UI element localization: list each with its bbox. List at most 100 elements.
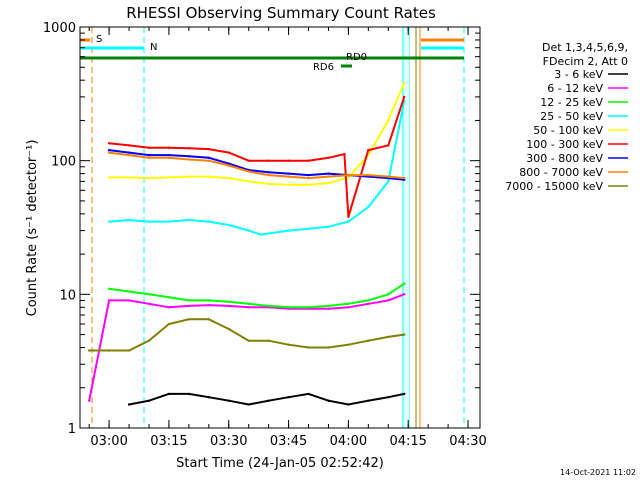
data-point (387, 144, 390, 147)
observing-bands: S N RD0 RD6 (80, 27, 465, 428)
data-point (227, 304, 230, 308)
data-point (227, 300, 230, 303)
data-point (207, 156, 210, 159)
x-tick-label: 04:30 (449, 434, 486, 449)
data-point (287, 306, 290, 309)
data-point (367, 173, 370, 177)
annotation-s: S (96, 34, 102, 45)
legend-entry-label: 3 - 6 keV (554, 68, 603, 81)
data-point (207, 299, 210, 302)
data-point (147, 293, 151, 296)
x-axis: 03:00 03:15 03:30 03:45 04:00 04:15 04:30 (88, 27, 487, 449)
data-point (387, 175, 390, 178)
data-point (167, 146, 171, 149)
data-point (247, 306, 250, 309)
data-point (127, 218, 131, 222)
data-point (227, 151, 230, 154)
data-point (287, 175, 290, 178)
data-point (347, 176, 350, 179)
data-point (367, 148, 370, 152)
annotation-n: N (150, 42, 157, 53)
data-point (347, 220, 350, 223)
data-point (267, 399, 270, 402)
data-point (267, 339, 270, 342)
legend: Det 1,3,4,5,6,9,FDecim 2, Att 03 - 6 keV… (505, 41, 628, 193)
data-point (267, 171, 270, 174)
data-point (307, 173, 310, 177)
data-point (187, 175, 191, 178)
data-point (387, 335, 390, 339)
annotation-rd6: RD6 (313, 62, 334, 73)
data-point (403, 95, 406, 99)
data-point (287, 183, 290, 186)
x-axis-label: Start Time (24-Jan-05 02:52:42) (176, 456, 384, 471)
data-point (307, 392, 310, 396)
data-point (147, 302, 151, 305)
y-tick-label: 100 (51, 155, 76, 170)
data-point (88, 399, 91, 402)
data-point (327, 346, 330, 349)
data-point (347, 343, 350, 346)
legend-header-line: Det 1,3,4,5,6,9, (542, 41, 628, 54)
data-point (387, 180, 390, 183)
data-point (107, 299, 111, 302)
data-point (403, 293, 406, 296)
data-point (167, 322, 171, 326)
data-point (247, 403, 250, 406)
data-point (307, 159, 310, 162)
data-point (247, 170, 250, 173)
data-point (167, 176, 171, 179)
data-point (327, 304, 330, 308)
data-point (207, 159, 210, 162)
data-point (387, 293, 390, 296)
legend-entry-label: 800 - 7000 keV (519, 166, 603, 179)
x-tick-label: 03:30 (210, 434, 247, 449)
x-tick-label: 04:00 (330, 434, 367, 449)
data-point (107, 151, 111, 154)
y-axis: 1 10 100 1000 (43, 21, 480, 437)
data-point (347, 306, 350, 309)
data-point (327, 172, 330, 175)
series-line (109, 82, 406, 186)
data-point (107, 287, 111, 290)
data-point (107, 148, 111, 152)
data-point (387, 119, 390, 122)
legend-entry-label: 100 - 300 keV (526, 138, 603, 151)
data-point (147, 153, 151, 157)
data-point (287, 172, 290, 175)
y-tick-label: 10 (59, 288, 76, 303)
data-point (167, 220, 171, 223)
data-point (147, 146, 151, 149)
y-tick-label: 1 (68, 422, 76, 437)
legend-entry-label: 300 - 800 keV (526, 152, 603, 165)
data-point (207, 303, 210, 307)
data-point (367, 302, 370, 305)
legend-entry-label: 50 - 100 keV (533, 124, 603, 137)
data-point (347, 302, 350, 305)
data-point (287, 229, 290, 232)
x-tick-label: 03:45 (270, 434, 307, 449)
data-point (287, 343, 290, 346)
data-point (207, 220, 210, 223)
data-point (167, 392, 171, 396)
data-point (147, 176, 151, 180)
x-tick-label: 03:00 (90, 434, 127, 449)
data-point (127, 153, 131, 157)
data-point (347, 215, 350, 218)
annotation-rd0: RD0 (346, 52, 367, 63)
data-point (187, 304, 191, 308)
data-point (227, 399, 230, 402)
data-point (267, 159, 270, 162)
series-line (128, 392, 405, 406)
x-tick-label: 04:15 (389, 434, 426, 449)
series-line (109, 100, 406, 236)
data-point (327, 399, 330, 402)
data-point (227, 223, 230, 227)
data-point (167, 306, 171, 309)
data-point (167, 153, 171, 157)
data-point (127, 290, 131, 293)
x-tick-label: 03:15 (150, 434, 187, 449)
data-point (167, 156, 171, 159)
mode-marker-band (404, 27, 409, 428)
